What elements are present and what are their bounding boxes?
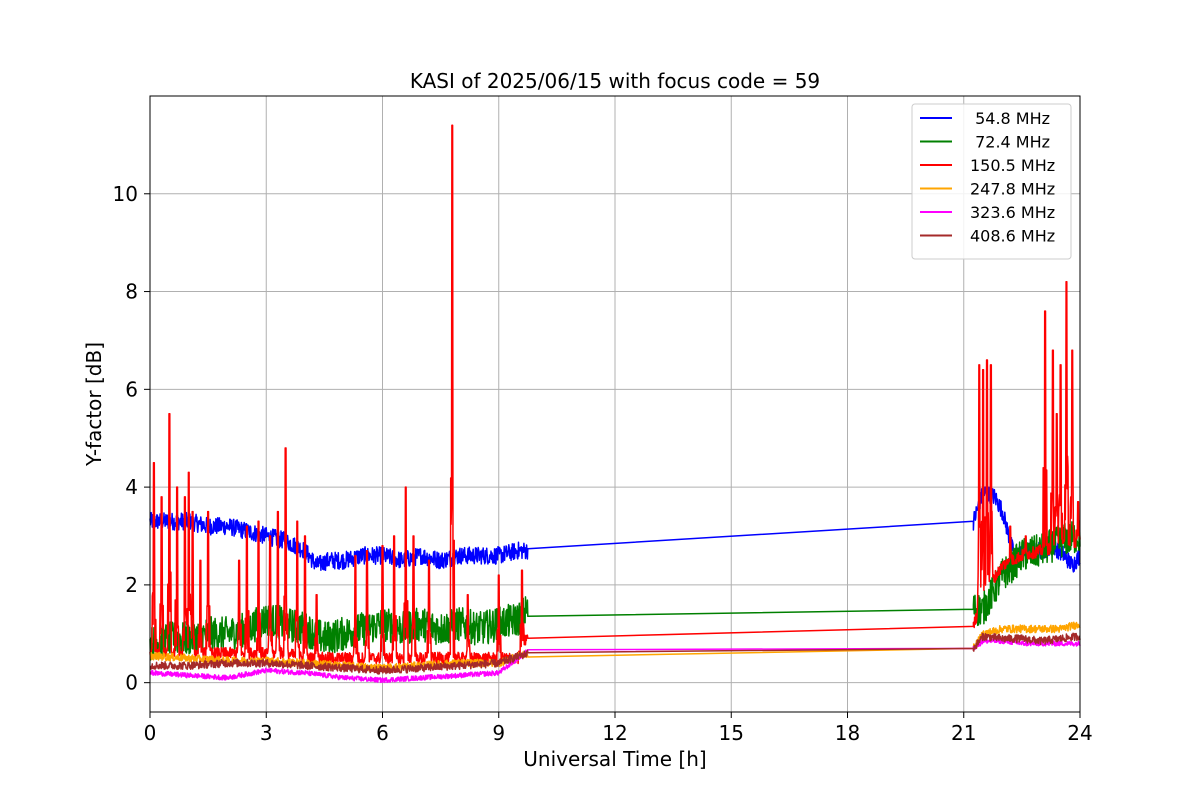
legend-label: 54.8 MHz — [970, 109, 1050, 128]
x-tick-label: 0 — [144, 721, 157, 745]
x-tick-label: 15 — [719, 721, 744, 745]
legend-label: 150.5 MHz — [970, 156, 1055, 175]
legend: 54.8 MHz 72.4 MHz 150.5 MHz 247.8 MHz 323.6… — [911, 103, 1072, 260]
x-tick-label: 9 — [492, 721, 505, 745]
legend-label: 247.8 MHz — [970, 180, 1055, 199]
y-tick-label: 2 — [125, 573, 138, 597]
series-line-0 — [149, 486, 1081, 573]
series-line-1 — [149, 520, 1081, 661]
x-tick-label: 21 — [951, 721, 976, 745]
x-tick-label: 12 — [602, 721, 627, 745]
y-tick-label: 0 — [125, 671, 138, 695]
x-axis-label: Universal Time [h] — [523, 747, 706, 771]
y-tick-label: 6 — [125, 377, 138, 401]
series-line-5 — [149, 632, 1081, 675]
y-tick-label: 10 — [113, 182, 138, 206]
legend-label: 72.4 MHz — [970, 133, 1050, 152]
legend-box — [911, 103, 1072, 260]
y-tick-label: 4 — [125, 475, 138, 499]
x-tick-label: 24 — [1067, 721, 1092, 745]
series-line-2 — [149, 124, 1081, 665]
legend-label: 323.6 MHz — [970, 203, 1055, 222]
x-axis: 0 3 6 9 12 15 18 21 24 — [144, 712, 1093, 745]
x-tick-label: 18 — [835, 721, 860, 745]
chart-title: KASI of 2025/06/15 with focus code = 59 — [410, 69, 820, 93]
y-axis-label: Y-factor [dB] — [82, 342, 106, 467]
y-tick-label: 8 — [125, 280, 138, 304]
x-tick-label: 3 — [260, 721, 273, 745]
legend-label: 408.6 MHz — [970, 227, 1055, 246]
series-layer — [149, 124, 1081, 684]
x-tick-label: 6 — [376, 721, 389, 745]
y-axis: 0 2 4 6 8 10 — [113, 182, 150, 695]
